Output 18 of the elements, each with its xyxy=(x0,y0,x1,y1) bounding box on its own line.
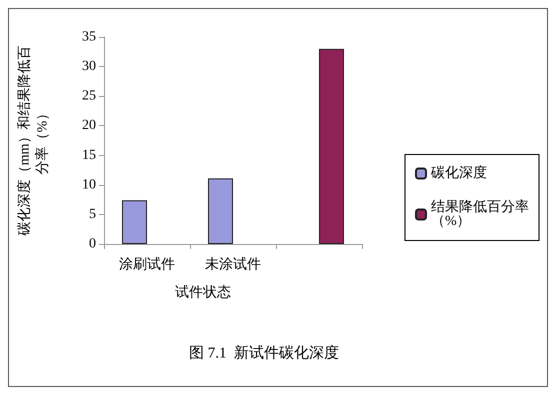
text: 图 7.1 新试件碳化深度 xyxy=(189,344,339,362)
y-tick-label: 25 xyxy=(82,88,96,104)
x-axis-title: 试件状态 xyxy=(175,284,231,300)
bar xyxy=(208,178,233,244)
legend-label: 结果降低百分率（%） xyxy=(431,199,529,229)
x-tick-label: 涂刷试件 xyxy=(119,256,175,272)
y-tick-label: 20 xyxy=(82,118,96,134)
y-tick-label: 0 xyxy=(89,236,96,252)
bar xyxy=(122,200,147,244)
y-tick-label: 15 xyxy=(82,148,96,163)
x-tick-label: 未涂试件 xyxy=(205,256,261,272)
y-tick-label: 10 xyxy=(82,177,96,192)
y-axis-title: 碳化深度（mm）和结果降低百分率（%） xyxy=(16,46,50,236)
y-tick-label: 5 xyxy=(89,206,96,222)
legend-label: 碳化深度 xyxy=(430,165,487,181)
y-tick-label: 30 xyxy=(82,59,96,74)
bar xyxy=(319,48,344,244)
y-tick-label: 35 xyxy=(82,30,96,44)
